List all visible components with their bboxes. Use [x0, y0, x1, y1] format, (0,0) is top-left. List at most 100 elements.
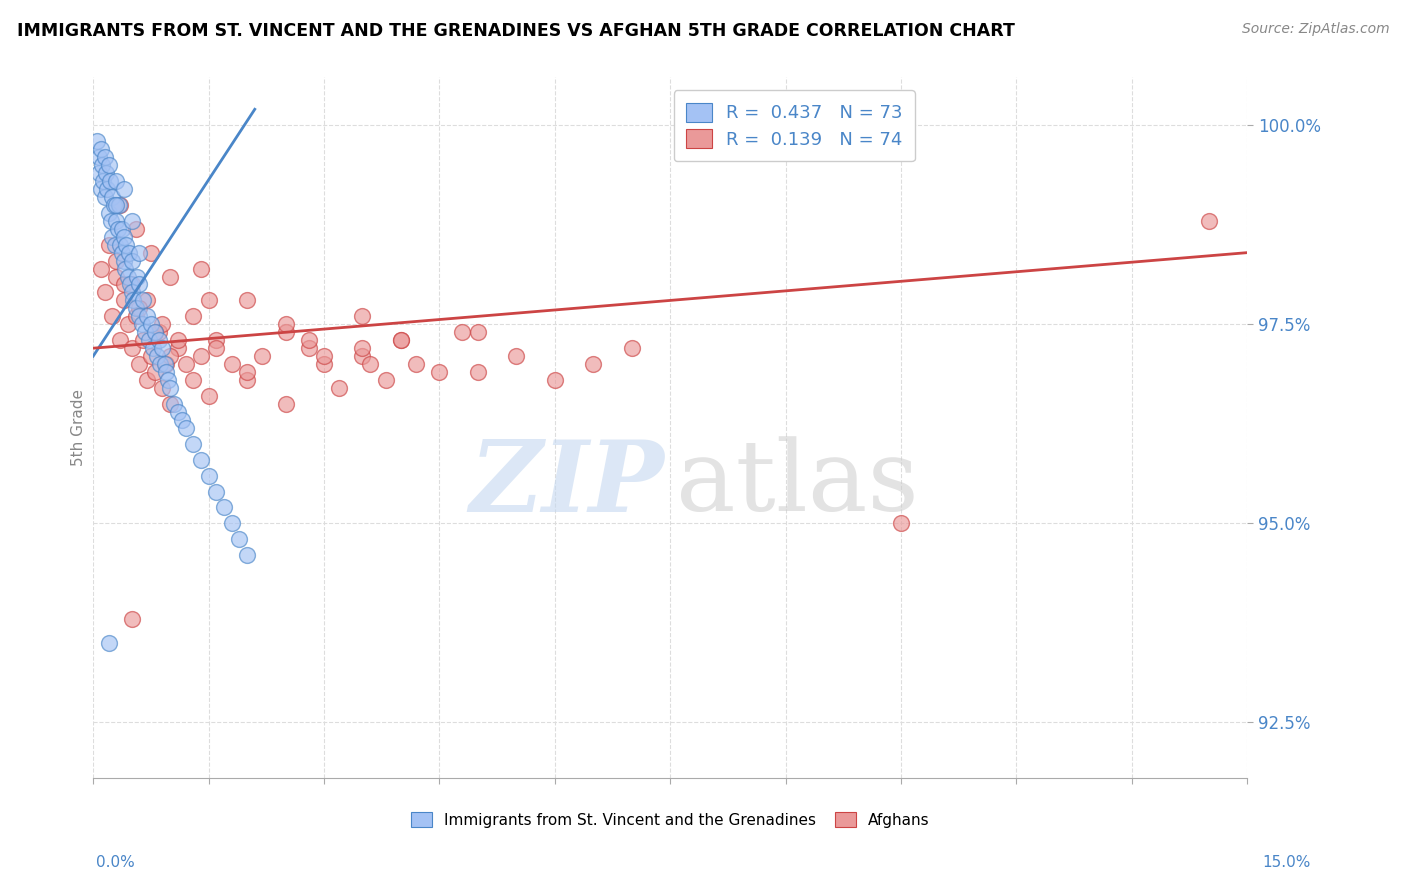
Point [97, 636, 120, 650]
Point [105, 174, 128, 188]
Point [132, 333, 155, 347]
Point [124, 221, 146, 235]
Point [101, 190, 124, 204]
Point [87, 150, 110, 164]
Point [274, 397, 297, 411]
Point [105, 253, 128, 268]
Point [236, 365, 259, 379]
Point [190, 452, 212, 467]
Point [153, 357, 176, 371]
Point [159, 381, 181, 395]
Point [467, 365, 489, 379]
Point [205, 333, 228, 347]
Point [582, 357, 605, 371]
Point [197, 468, 219, 483]
Point [104, 237, 127, 252]
Point [139, 349, 162, 363]
Point [467, 326, 489, 340]
Point [159, 269, 181, 284]
Point [97, 158, 120, 172]
Point [111, 245, 134, 260]
Point [197, 293, 219, 308]
Point [105, 269, 128, 284]
Point [138, 333, 160, 347]
Point [359, 357, 381, 371]
Point [128, 277, 150, 292]
Text: 0.0%: 0.0% [96, 855, 135, 870]
Point [93, 285, 115, 300]
Point [148, 326, 170, 340]
Point [312, 357, 335, 371]
Point [108, 237, 131, 252]
Point [101, 229, 124, 244]
Point [374, 373, 396, 387]
Point [121, 612, 143, 626]
Point [91, 174, 114, 188]
Point [274, 318, 297, 332]
Text: atlas: atlas [676, 436, 918, 532]
Point [890, 516, 912, 531]
Point [112, 293, 135, 308]
Point [166, 341, 188, 355]
Y-axis label: 5th Grade: 5th Grade [72, 389, 86, 467]
Point [112, 277, 135, 292]
Point [89, 166, 111, 180]
Point [100, 214, 122, 228]
Point [205, 341, 228, 355]
Point [142, 341, 165, 355]
Point [352, 310, 374, 324]
Point [148, 333, 170, 347]
Point [121, 214, 143, 228]
Point [159, 349, 181, 363]
Point [118, 245, 141, 260]
Point [97, 237, 120, 252]
Point [352, 349, 374, 363]
Point [143, 365, 166, 379]
Point [152, 318, 174, 332]
Point [120, 277, 142, 292]
Point [96, 182, 118, 196]
Point [228, 533, 250, 547]
Text: IMMIGRANTS FROM ST. VINCENT AND THE GRENADINES VS AFGHAN 5TH GRADE CORRELATION C: IMMIGRANTS FROM ST. VINCENT AND THE GREN… [17, 22, 1015, 40]
Point [98, 174, 121, 188]
Point [328, 381, 350, 395]
Point [236, 373, 259, 387]
Point [107, 221, 129, 235]
Point [86, 134, 108, 148]
Point [197, 389, 219, 403]
Point [156, 373, 179, 387]
Point [451, 326, 474, 340]
Point [620, 341, 643, 355]
Point [181, 436, 204, 450]
Text: ZIP: ZIP [470, 435, 665, 533]
Point [128, 310, 150, 324]
Point [152, 381, 174, 395]
Point [297, 333, 319, 347]
Point [170, 413, 193, 427]
Point [122, 293, 145, 308]
Point [128, 245, 150, 260]
Point [97, 206, 120, 220]
Point [136, 373, 159, 387]
Point [389, 333, 412, 347]
Point [128, 301, 150, 316]
Point [389, 333, 412, 347]
Point [91, 158, 114, 172]
Point [190, 261, 212, 276]
Point [105, 198, 128, 212]
Point [96, 166, 118, 180]
Point [132, 293, 155, 308]
Point [143, 326, 166, 340]
Point [297, 341, 319, 355]
Point [155, 357, 177, 371]
Point [121, 341, 143, 355]
Point [152, 341, 174, 355]
Point [107, 198, 129, 212]
Point [112, 253, 135, 268]
Point [108, 198, 131, 212]
Point [212, 500, 235, 515]
Point [121, 285, 143, 300]
Point [221, 516, 243, 531]
Point [149, 357, 172, 371]
Point [117, 269, 139, 284]
